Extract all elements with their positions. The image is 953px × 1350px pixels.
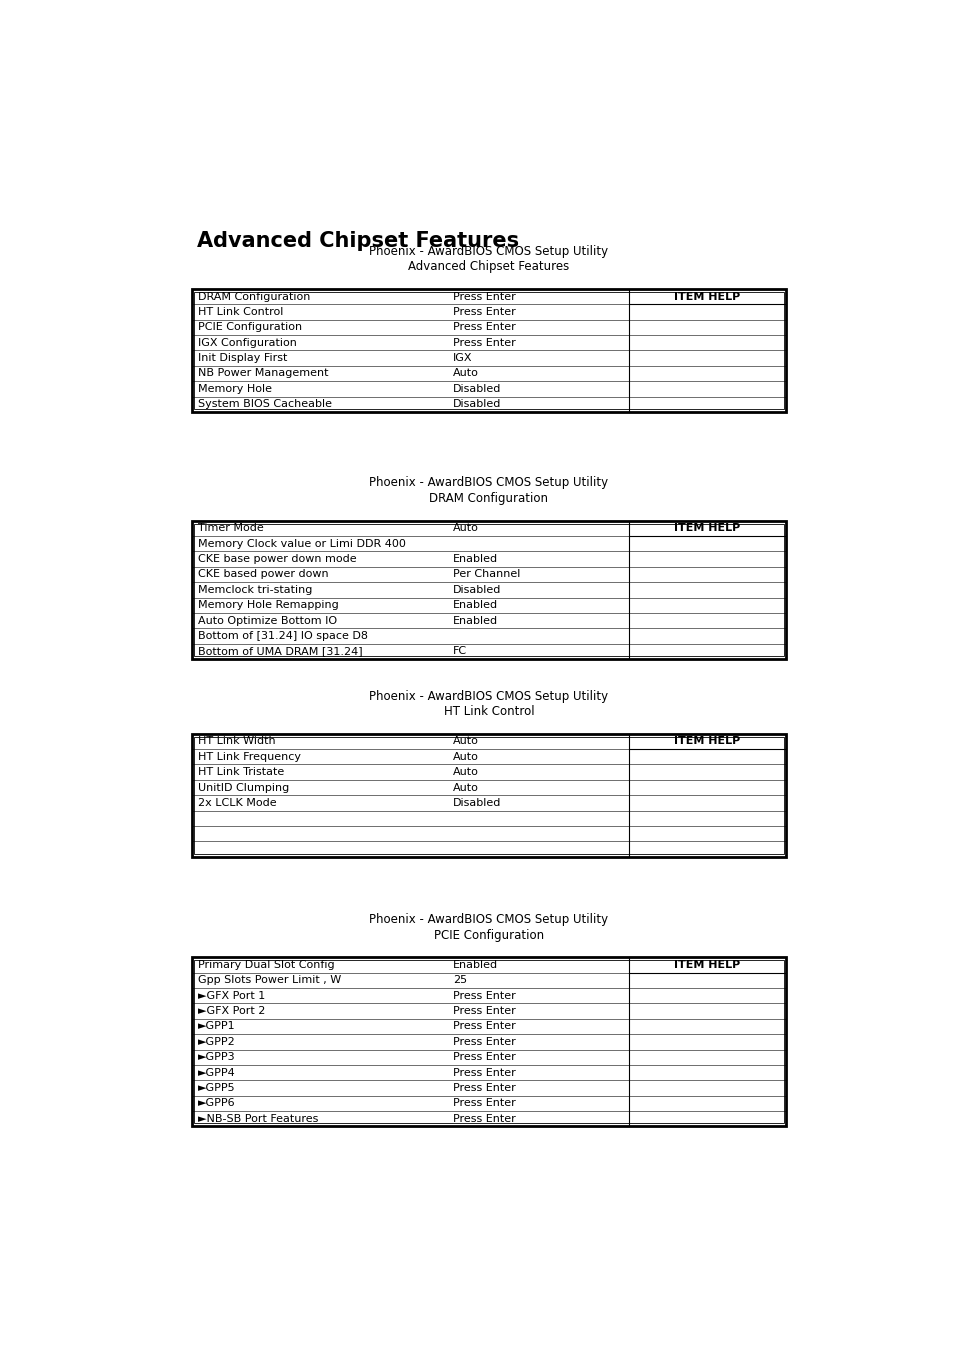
Text: Enabled: Enabled — [453, 601, 497, 610]
Text: ►GPP2: ►GPP2 — [197, 1037, 235, 1046]
Text: HT Link Control: HT Link Control — [197, 306, 283, 317]
Text: Auto: Auto — [453, 369, 478, 378]
Text: Advanced Chipset Features: Advanced Chipset Features — [196, 231, 518, 251]
Text: Memory Clock value or Limi DDR 400: Memory Clock value or Limi DDR 400 — [197, 539, 405, 548]
Text: HT Link Tristate: HT Link Tristate — [197, 767, 284, 778]
Text: 25: 25 — [453, 975, 467, 985]
Bar — [192, 957, 785, 1126]
Text: Press Enter: Press Enter — [453, 1037, 516, 1046]
Text: Press Enter: Press Enter — [453, 323, 516, 332]
Text: Advanced Chipset Features: Advanced Chipset Features — [408, 261, 569, 273]
Text: Enabled: Enabled — [453, 616, 497, 625]
Text: Auto: Auto — [453, 524, 478, 533]
Text: Press Enter: Press Enter — [453, 991, 516, 1000]
Text: Bottom of [31.24] IO space D8: Bottom of [31.24] IO space D8 — [197, 630, 367, 641]
Text: Auto: Auto — [453, 783, 478, 792]
Text: Press Enter: Press Enter — [453, 1006, 516, 1017]
Bar — [193, 737, 783, 853]
Text: Auto: Auto — [453, 752, 478, 761]
Text: Primary Dual Slot Config: Primary Dual Slot Config — [197, 960, 334, 969]
Text: Press Enter: Press Enter — [453, 1068, 516, 1077]
Text: Press Enter: Press Enter — [453, 292, 516, 301]
Text: ITEM HELP: ITEM HELP — [674, 960, 740, 969]
Bar — [192, 521, 785, 659]
Text: CKE based power down: CKE based power down — [197, 570, 328, 579]
Text: Phoenix - AwardBIOS CMOS Setup Utility: Phoenix - AwardBIOS CMOS Setup Utility — [369, 244, 608, 258]
Text: Auto: Auto — [453, 767, 478, 778]
Text: Press Enter: Press Enter — [453, 338, 516, 348]
Bar — [193, 960, 783, 1123]
Text: ITEM HELP: ITEM HELP — [674, 292, 740, 301]
Text: UnitID Clumping: UnitID Clumping — [197, 783, 289, 792]
Text: Enabled: Enabled — [453, 960, 497, 969]
Text: Press Enter: Press Enter — [453, 1022, 516, 1031]
Text: ITEM HELP: ITEM HELP — [674, 736, 740, 747]
Bar — [193, 292, 783, 409]
Text: ►GPP6: ►GPP6 — [197, 1099, 235, 1108]
Text: Memory Hole: Memory Hole — [197, 383, 272, 394]
Text: Memclock tri-stating: Memclock tri-stating — [197, 585, 312, 595]
Text: FC: FC — [453, 647, 467, 656]
Text: Init Display First: Init Display First — [197, 354, 287, 363]
Text: Disabled: Disabled — [453, 400, 501, 409]
Text: ►GPP1: ►GPP1 — [197, 1022, 235, 1031]
Text: Press Enter: Press Enter — [453, 1052, 516, 1062]
Text: Disabled: Disabled — [453, 798, 501, 807]
Bar — [192, 289, 785, 412]
Text: ►GPP5: ►GPP5 — [197, 1083, 235, 1094]
Text: Per Channel: Per Channel — [453, 570, 520, 579]
Text: 2x LCLK Mode: 2x LCLK Mode — [197, 798, 276, 807]
Bar — [192, 734, 785, 857]
Text: Memory Hole Remapping: Memory Hole Remapping — [197, 601, 338, 610]
Text: System BIOS Cacheable: System BIOS Cacheable — [197, 400, 332, 409]
Text: Gpp Slots Power Limit , W: Gpp Slots Power Limit , W — [197, 975, 340, 985]
Text: ►NB-SB Port Features: ►NB-SB Port Features — [197, 1114, 317, 1123]
Text: PCIE Configuration: PCIE Configuration — [434, 929, 543, 942]
Text: IGX: IGX — [453, 354, 473, 363]
Text: DRAM Configuration: DRAM Configuration — [197, 292, 310, 301]
Text: Auto: Auto — [453, 736, 478, 747]
Text: CKE base power down mode: CKE base power down mode — [197, 554, 355, 564]
Text: HT Link Frequency: HT Link Frequency — [197, 752, 300, 761]
Text: ►GFX Port 2: ►GFX Port 2 — [197, 1006, 265, 1017]
Text: IGX Configuration: IGX Configuration — [197, 338, 296, 348]
Text: Press Enter: Press Enter — [453, 1099, 516, 1108]
Text: ►GFX Port 1: ►GFX Port 1 — [197, 991, 265, 1000]
Text: Phoenix - AwardBIOS CMOS Setup Utility: Phoenix - AwardBIOS CMOS Setup Utility — [369, 690, 608, 702]
Text: Timer Mode: Timer Mode — [197, 524, 263, 533]
Text: ►GPP4: ►GPP4 — [197, 1068, 235, 1077]
Text: NB Power Management: NB Power Management — [197, 369, 328, 378]
Text: Press Enter: Press Enter — [453, 1083, 516, 1094]
Text: ►GPP3: ►GPP3 — [197, 1052, 235, 1062]
Bar — [193, 524, 783, 656]
Text: Phoenix - AwardBIOS CMOS Setup Utility: Phoenix - AwardBIOS CMOS Setup Utility — [369, 913, 608, 926]
Text: Phoenix - AwardBIOS CMOS Setup Utility: Phoenix - AwardBIOS CMOS Setup Utility — [369, 477, 608, 490]
Text: Disabled: Disabled — [453, 585, 501, 595]
Text: Press Enter: Press Enter — [453, 306, 516, 317]
Text: Press Enter: Press Enter — [453, 1114, 516, 1123]
Text: HT Link Control: HT Link Control — [443, 705, 534, 718]
Text: Auto Optimize Bottom IO: Auto Optimize Bottom IO — [197, 616, 336, 625]
Text: DRAM Configuration: DRAM Configuration — [429, 491, 548, 505]
Text: PCIE Configuration: PCIE Configuration — [197, 323, 301, 332]
Text: Bottom of UMA DRAM [31.24]: Bottom of UMA DRAM [31.24] — [197, 647, 362, 656]
Text: Enabled: Enabled — [453, 554, 497, 564]
Text: Disabled: Disabled — [453, 383, 501, 394]
Text: ITEM HELP: ITEM HELP — [674, 524, 740, 533]
Text: HT Link Width: HT Link Width — [197, 736, 275, 747]
